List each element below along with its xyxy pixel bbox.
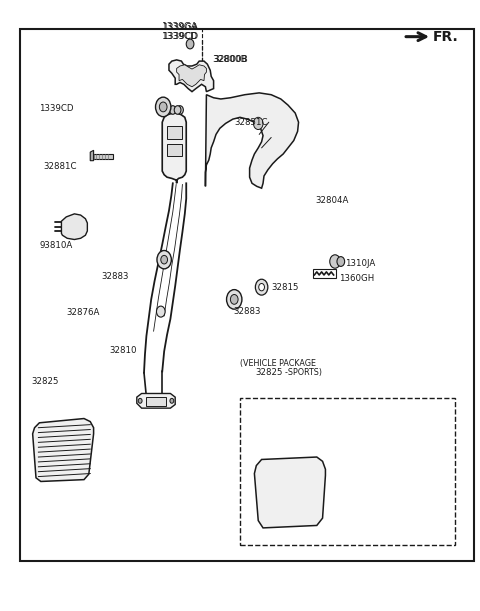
FancyBboxPatch shape — [291, 481, 316, 493]
Text: 32883: 32883 — [234, 307, 261, 316]
Text: (VEHICLE PACKAGE: (VEHICLE PACKAGE — [240, 359, 316, 368]
Circle shape — [227, 290, 242, 309]
Text: -SPORTS): -SPORTS) — [275, 368, 322, 377]
FancyBboxPatch shape — [262, 481, 286, 493]
Text: 32804A: 32804A — [316, 196, 349, 205]
Circle shape — [169, 106, 176, 114]
Text: 32800B: 32800B — [214, 56, 248, 64]
Bar — [20, 29, 474, 561]
Circle shape — [170, 398, 174, 403]
Text: 32876A: 32876A — [66, 309, 100, 317]
Text: 1339CD: 1339CD — [162, 32, 198, 40]
Circle shape — [177, 106, 183, 114]
Polygon shape — [61, 214, 87, 240]
Text: 1339GA: 1339GA — [162, 23, 198, 31]
Text: 1339GA: 1339GA — [163, 23, 199, 32]
Text: 93810A: 93810A — [39, 241, 72, 250]
Polygon shape — [254, 457, 325, 528]
Circle shape — [255, 279, 268, 295]
Text: 32881C: 32881C — [43, 162, 77, 170]
Circle shape — [156, 97, 171, 117]
FancyBboxPatch shape — [291, 508, 316, 520]
Polygon shape — [169, 60, 214, 92]
Text: 32883: 32883 — [102, 272, 129, 280]
FancyBboxPatch shape — [291, 494, 316, 507]
Text: 32810: 32810 — [109, 346, 137, 355]
Circle shape — [337, 257, 345, 266]
Bar — [167, 144, 182, 156]
Bar — [240, 398, 455, 545]
Circle shape — [259, 284, 264, 291]
Text: 1310JA: 1310JA — [345, 260, 375, 268]
Polygon shape — [90, 150, 94, 161]
Polygon shape — [137, 393, 175, 408]
Text: 1339CD: 1339CD — [39, 104, 74, 112]
Text: FR.: FR. — [433, 30, 459, 43]
Text: 32825: 32825 — [31, 378, 59, 386]
Polygon shape — [92, 154, 113, 159]
Circle shape — [174, 106, 181, 114]
Circle shape — [230, 295, 238, 304]
Circle shape — [253, 117, 263, 130]
Polygon shape — [177, 65, 206, 87]
Text: 32815: 32815 — [271, 283, 299, 291]
Bar — [146, 397, 166, 406]
Polygon shape — [162, 113, 186, 183]
Text: 1360GH: 1360GH — [339, 274, 374, 282]
Circle shape — [330, 255, 340, 268]
FancyBboxPatch shape — [262, 494, 286, 507]
Text: 32800B: 32800B — [213, 56, 247, 64]
Circle shape — [156, 306, 165, 317]
Circle shape — [159, 102, 167, 112]
Polygon shape — [205, 93, 299, 188]
Circle shape — [161, 255, 168, 264]
Text: 32825: 32825 — [255, 368, 283, 377]
FancyBboxPatch shape — [262, 467, 286, 480]
Text: 1339CD: 1339CD — [163, 32, 199, 41]
FancyBboxPatch shape — [291, 467, 316, 480]
FancyBboxPatch shape — [262, 508, 286, 520]
Circle shape — [157, 251, 171, 269]
Circle shape — [186, 39, 194, 49]
Polygon shape — [33, 419, 94, 481]
Bar — [167, 126, 182, 139]
Circle shape — [138, 398, 142, 403]
Text: 32851C: 32851C — [234, 118, 268, 126]
